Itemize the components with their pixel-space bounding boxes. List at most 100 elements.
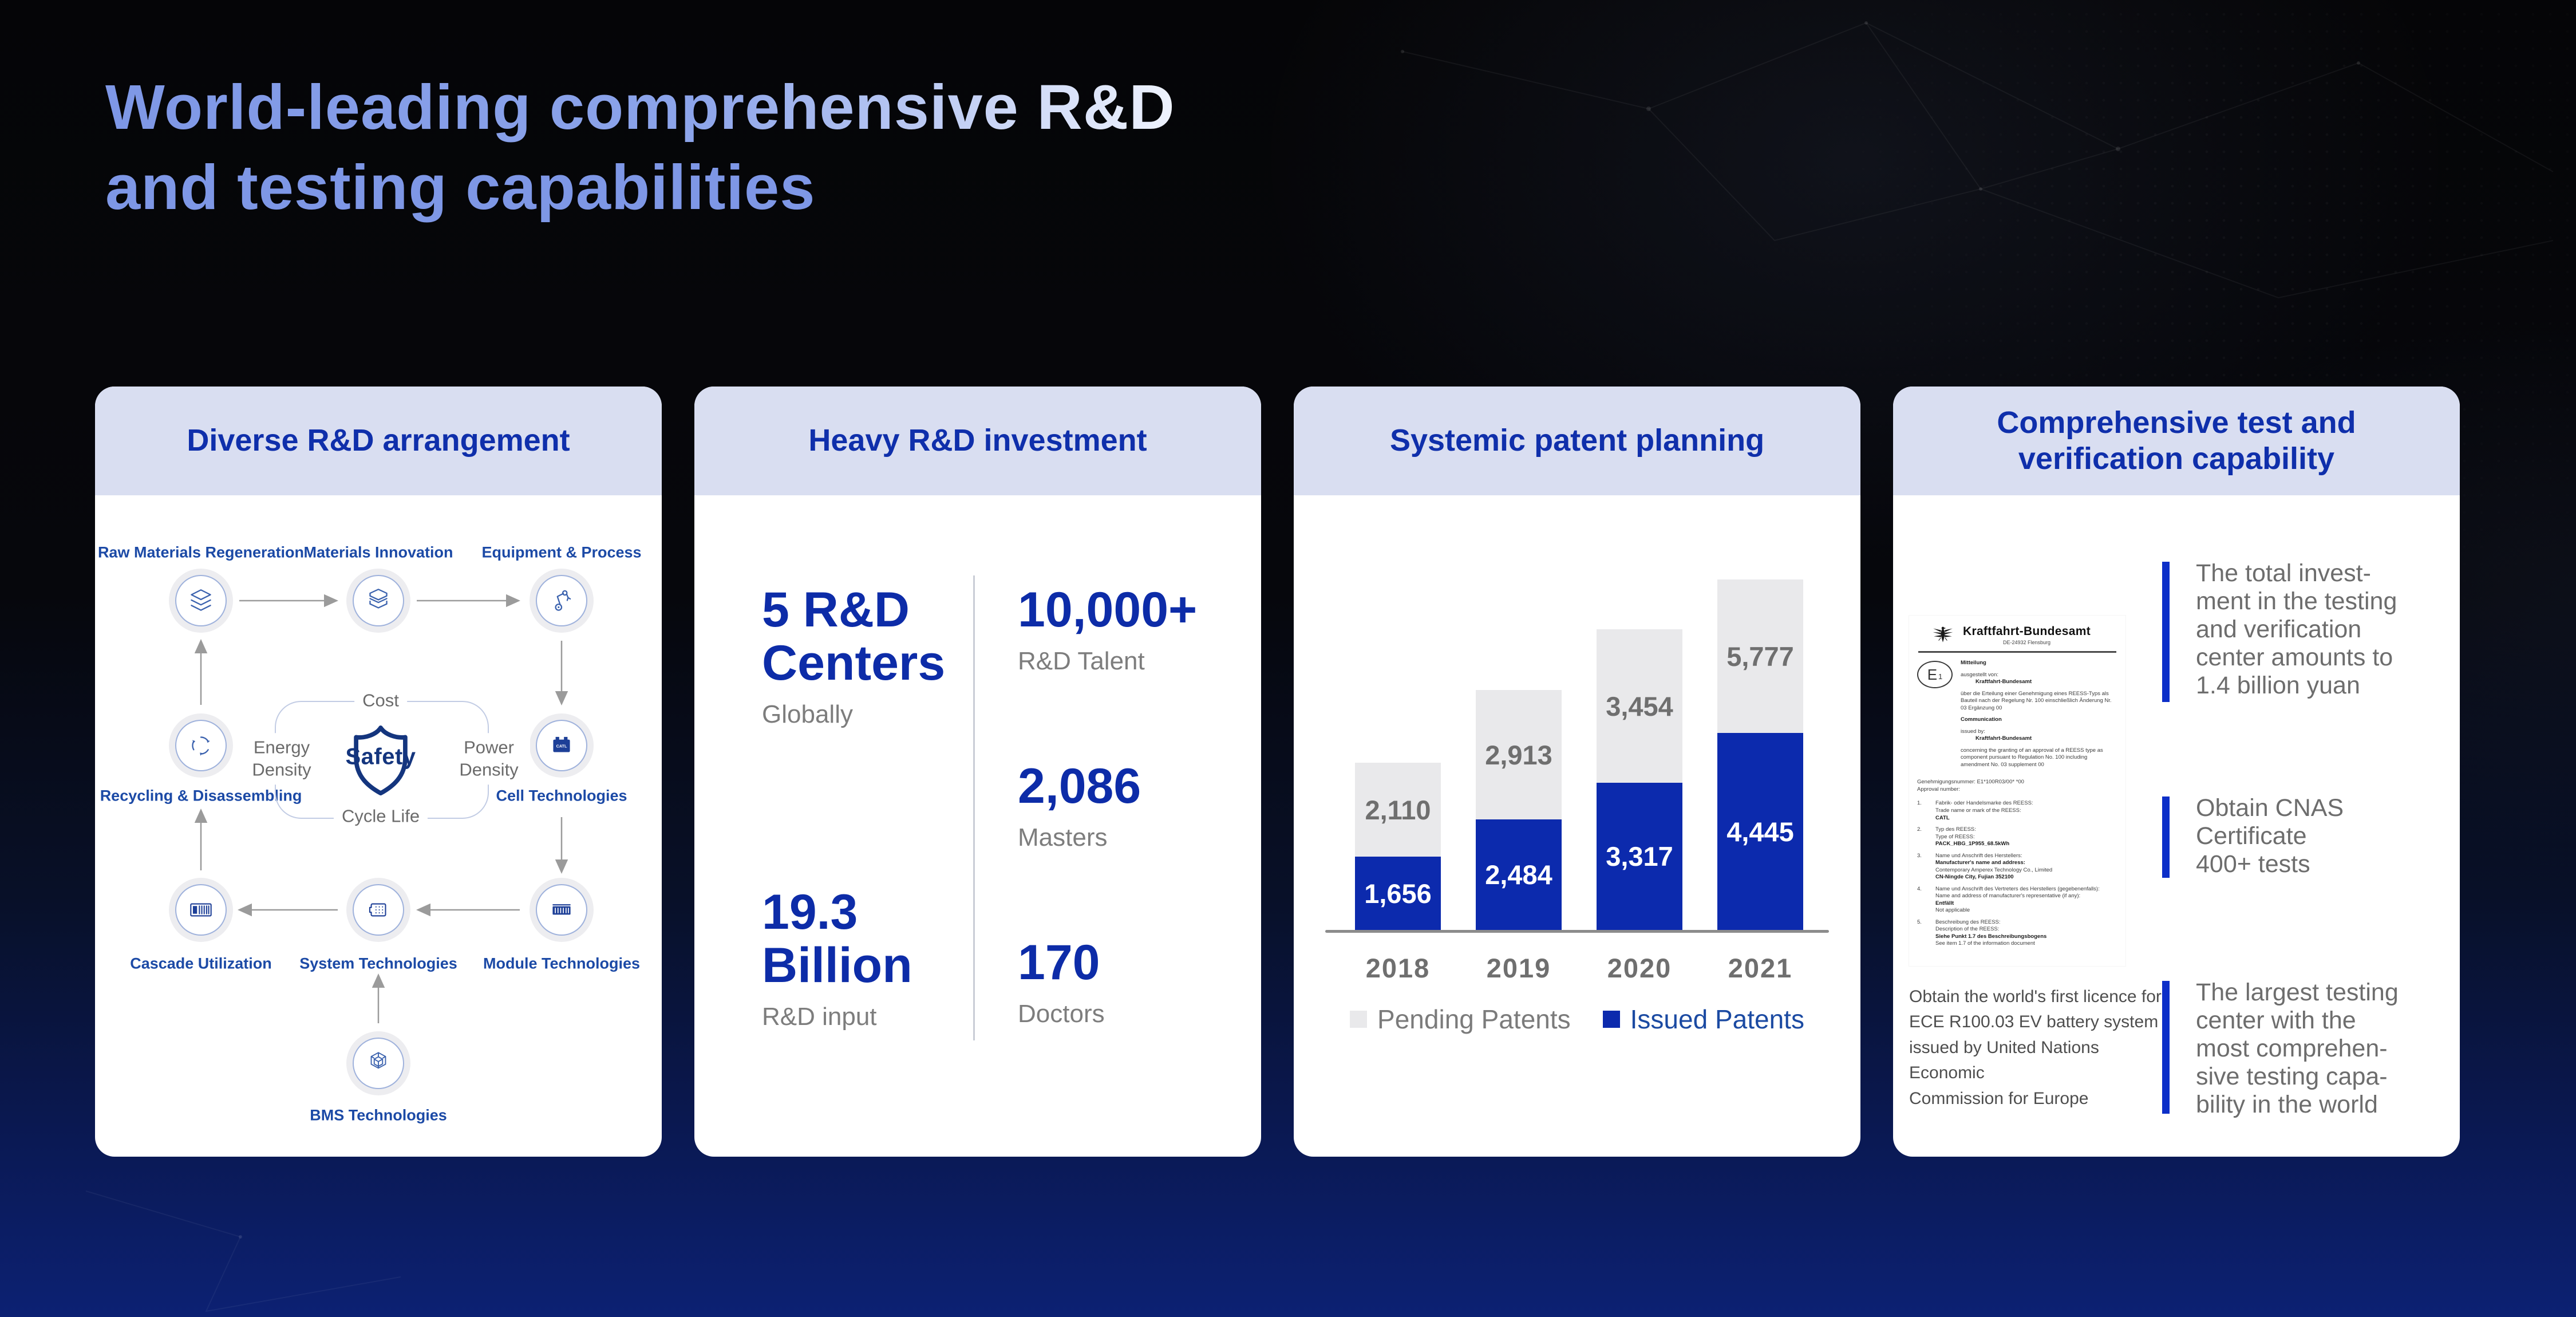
stat-label: R&D input (762, 1002, 877, 1031)
certificate-text-line: Description of the REESS: (1935, 926, 2000, 933)
pending-value-label: 3,454 (1606, 691, 1673, 721)
highlight-largest-center: The largest testing center with the most… (2162, 979, 2399, 1119)
certificate-text-line: See item 1.7 of the information document (1935, 940, 2035, 947)
certificate-text-line: Trade name or mark of the REESS: (1935, 807, 2021, 814)
safety-label-energy-density: Energy Density (240, 733, 323, 784)
certificate-text-line: concerning the granting of an approval o… (1961, 747, 2103, 768)
certificate-section: issued by: Kraftfahrt-Bundesamt (1961, 728, 2117, 743)
certificate-text-line: Genehmigungsnummer: E1*100R03/00* *00 (1917, 779, 2024, 786)
certificate-text-line: Name und Anschrift des Herstellers: (1935, 852, 2022, 859)
node-system-technologies (346, 878, 410, 942)
node-cell-technologies: CATL (530, 713, 594, 778)
certificate-text-line: Not applicable (1935, 907, 1970, 914)
cards-row: Diverse R&D arrangement (95, 387, 2460, 1157)
diagram-arrows (194, 594, 568, 1023)
highlight-text: The largest testing center with the most… (2196, 979, 2399, 1119)
material-layers-icon (369, 589, 388, 609)
certificate-text-line: Mitteilung (1961, 660, 1986, 666)
card-patents: Systemic patent planning 2,110 1,656 2,913… (1294, 387, 1860, 1157)
chart-x-axis (1325, 930, 1829, 933)
highlight-text: Obtain CNAS Certificate 400+ tests (2196, 794, 2344, 878)
stat-label: Doctors (1018, 999, 1105, 1028)
pending-value-label: 2,110 (1365, 794, 1431, 825)
battery-cell-icon: CATL (553, 736, 570, 752)
chart-x-ticks: 2018 2019 2020 2021 (1294, 387, 1860, 1157)
recycle-icon (192, 736, 210, 756)
cell-badge-text: CATL (556, 744, 567, 749)
stat-value: 19.3 Billion (762, 885, 912, 993)
certificate-text-line: ausgestellt von: (1961, 671, 1999, 678)
certificate-text-line: PACK_HBG_1P955_68.5kWh (1935, 841, 2010, 847)
title-line-2: and testing capabilities (105, 152, 816, 223)
patents-chart: 2,110 1,656 2,913 2,484 3,454 3,317 5,777 4,445… (1294, 387, 1860, 1157)
certificate-section: Communication (1961, 716, 2117, 724)
bar-2021: 5,777 4,445 (1717, 579, 1803, 930)
bar-2020: 3,454 3,317 (1597, 629, 1682, 930)
node-label-bms: BMS Technologies (310, 1106, 447, 1124)
bms-cube-icon (370, 1052, 386, 1069)
certificate-text-line: Manufacturer's name and address: (1935, 859, 2025, 866)
certificate-text-line: Fabrik- oder Handelsmarke des REESS: (1935, 800, 2033, 807)
chart-legend: Pending Patents Issued Patents (1294, 1004, 1860, 1035)
x-tick-2018: 2018 (1365, 953, 1431, 983)
stat-value: 2,086 (1018, 759, 1141, 814)
pending-segment-2020: 3,454 (1597, 629, 1682, 783)
certificate-sections: Mitteilung ausgestellt von: Kraftfahrt-Bun… (1961, 660, 2117, 773)
node-equipment-process (530, 569, 594, 633)
certificate-text-line: Entfällt (1935, 900, 1954, 906)
certificate-rule (1918, 651, 2116, 653)
pending-value-label: 5,777 (1726, 641, 1794, 672)
module-icon (552, 904, 571, 915)
page-title: World-leading comprehensive R&D and testi… (105, 68, 1175, 227)
certificate-address: DE-24932 Flensburg (2002, 640, 2051, 645)
certificate-text-line: CATL (1935, 814, 1950, 821)
card-header-testing: Comprehensive test and verification capa… (1893, 387, 2460, 495)
e1-letter: E (1927, 665, 1938, 683)
testing-content: Kraftfahrt-Bundesamt DE-24932 Flensburg … (1893, 387, 2460, 1157)
certificate-item-number: 4. (1917, 885, 1922, 892)
chart-bars: 2,110 1,656 2,913 2,484 3,454 3,317 5,777 4,445 (1294, 387, 1860, 1157)
legend-item-issued: Issued Patents (1602, 1004, 1804, 1035)
certificate-item-lines: Beschreibung des REESS: Description of th… (1935, 919, 2117, 948)
card-investment: Heavy R&D investment 5 R&D Centers Globa… (694, 387, 1261, 1157)
certificate-text-line: Typ des REESS: (1935, 826, 1976, 833)
highlight-cnas-certificate: Obtain CNAS Certificate 400+ tests (2162, 794, 2344, 878)
accent-bar (2162, 562, 2170, 702)
certificate-item: 4. Name und Anschrift des Vertreters des … (1917, 886, 2117, 914)
battery-pack-icon (369, 903, 386, 917)
card-header-investment: Heavy R&D investment (694, 387, 1261, 495)
issued-value-label: 3,317 (1606, 841, 1673, 872)
certificate-text-line: Beschreibung des REESS: (1935, 918, 2001, 925)
node-materials-innovation (346, 569, 410, 633)
x-tick-2019: 2019 (1486, 953, 1551, 983)
node-bms-technologies (346, 1031, 410, 1095)
safety-shield-text: Safety (345, 744, 416, 770)
accent-bar (2162, 981, 2170, 1114)
node-label-recycling: Recycling & Disassembling (100, 787, 302, 805)
highlight-total-investment: The total invest- ment in the testing an… (2162, 559, 2397, 702)
pending-segment-2018: 2,110 (1355, 763, 1441, 857)
ece-licence-note: Obtain the world's first licence for ECE… (1909, 987, 2162, 1108)
bar-2018: 2,110 1,656 (1355, 763, 1441, 930)
node-label-cell-technologies: Cell Technologies (496, 787, 627, 805)
node-label-module: Module Technologies (483, 955, 641, 972)
robot-arm-icon (555, 590, 571, 611)
highlight-text: The total invest- ment in the testing an… (2196, 559, 2397, 700)
certificate-text-line: issued by: (1961, 728, 1985, 735)
node-recycling (169, 713, 233, 778)
node-module-technologies (530, 878, 594, 942)
certificate-item-number: 3. (1917, 852, 1922, 859)
certificate-text-line: Approval number: (1917, 786, 1960, 792)
stat-doctors: 170 Doctors (1018, 936, 1105, 1028)
pending-segment-2021: 5,777 (1717, 579, 1803, 733)
node-label-equipment-process: Equipment & Process (481, 543, 642, 561)
stat-rnd-input: 19.3 Billion R&D input (762, 886, 912, 1031)
issued-segment-2018: 1,656 (1355, 857, 1441, 930)
legend-label-pending: Pending Patents (1377, 1004, 1571, 1034)
title-line-1: World-leading comprehensive R&D (105, 68, 1175, 148)
stat-rnd-centers: 5 R&D Centers Globally (762, 583, 945, 729)
certificate-text-line: Type of REESS: (1935, 833, 1975, 840)
issued-value-label: 2,484 (1485, 859, 1552, 890)
